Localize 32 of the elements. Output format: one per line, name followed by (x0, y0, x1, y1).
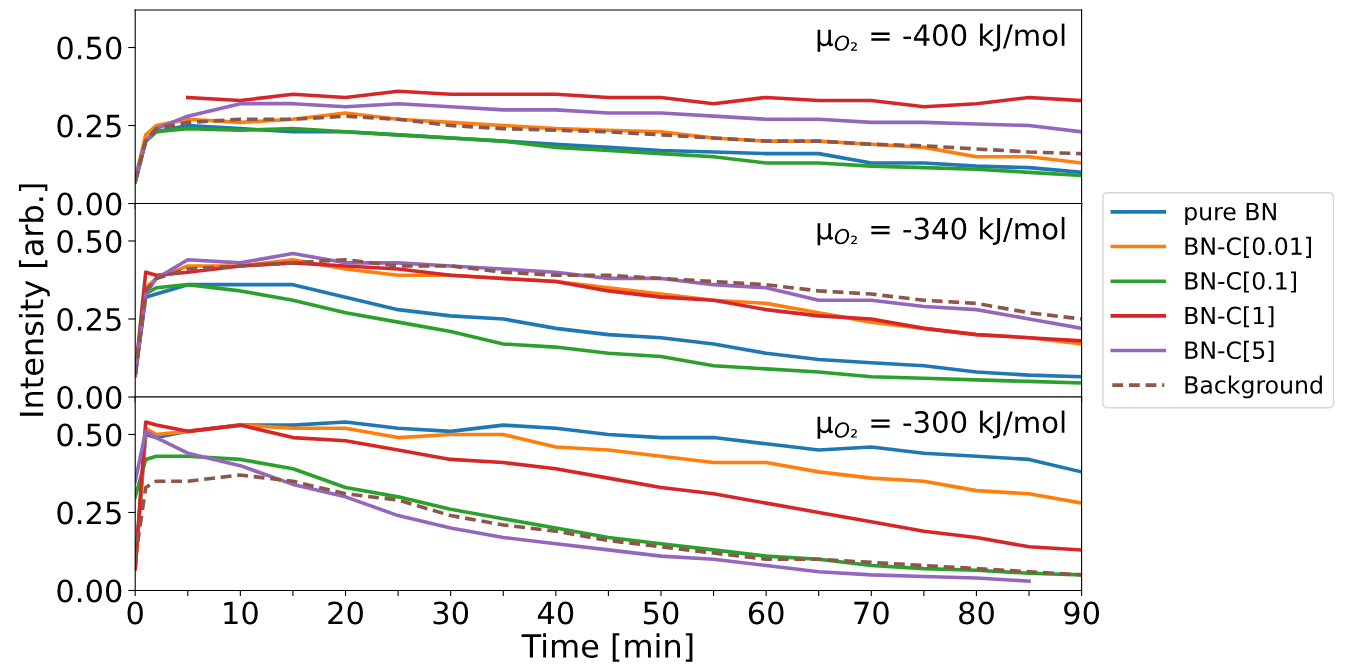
x-tick-label: 90 (1064, 601, 1100, 625)
x-tick-label: 70 (854, 601, 889, 625)
y-tick-label: 0.25 (57, 114, 121, 138)
x-tick-label: 30 (433, 601, 469, 625)
x-axis-title: Time [min] (521, 633, 693, 662)
annotation: μ$_{O₂}$ = -400 kJ/mol (817, 23, 1065, 52)
legend-label: BN-C[5] (1185, 340, 1274, 362)
x-tick-label: 40 (537, 601, 574, 625)
y-tick-label: 0.50 (57, 423, 122, 447)
legend-label: BN-C[1] (1185, 306, 1274, 328)
y-tick-label: 0.50 (57, 36, 122, 60)
x-tick-label: 20 (328, 601, 363, 625)
x-tick-label: 60 (748, 601, 784, 625)
x-tick-label: 80 (959, 601, 994, 625)
y-tick-label: 0.00 (57, 579, 122, 603)
y-tick-label: 0.50 (57, 229, 122, 254)
annotation: μ$_{O₂}$ = -340 kJ/mol (817, 217, 1065, 246)
legend-label: pure BN (1185, 202, 1276, 226)
y-axis-title: Intensity [arb.] (18, 184, 50, 416)
legend-label: BN-C[0.1] (1185, 271, 1296, 293)
y-tick-label: 0.25 (57, 307, 121, 332)
legend-label: Background (1185, 375, 1322, 399)
x-tick-label: 0 (127, 601, 143, 625)
x-tick-label: 50 (643, 601, 679, 625)
line-series (185, 89, 1082, 109)
x-tick-label: 10 (224, 601, 258, 625)
line-series (135, 473, 1082, 577)
y-tick-label: 0.00 (57, 385, 122, 410)
legend-label: BN-C[0.01] (1185, 236, 1311, 258)
annotation: μ$_{O₂}$ = -300 kJ/mol (817, 410, 1065, 439)
y-tick-label: 0.00 (57, 192, 122, 216)
y-tick-label: 0.25 (57, 501, 121, 525)
